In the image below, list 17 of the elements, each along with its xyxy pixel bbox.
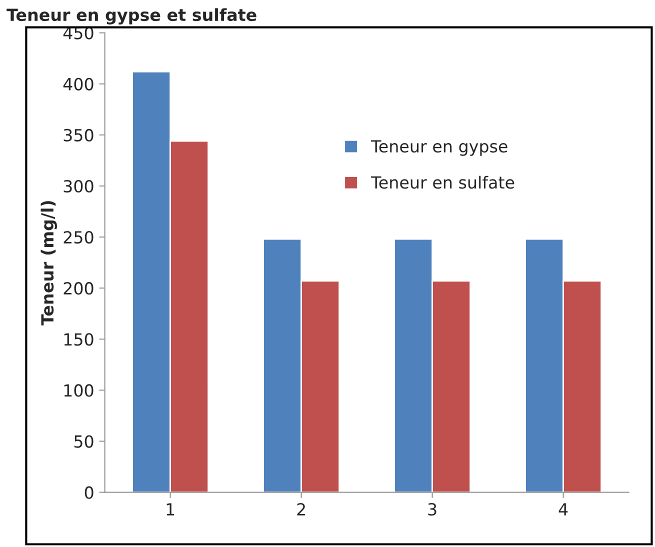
y-tick-label: 250 [64, 230, 94, 244]
y-axis-title: Teneur (mg/l) [40, 201, 58, 326]
y-tick-label: 200 [64, 282, 94, 295]
y-tick-label: 300 [64, 180, 94, 193]
y-tick-label: 0 [84, 486, 94, 499]
legend-label: Teneur en sulfate [370, 176, 514, 189]
x-tick-label: 1 [166, 503, 174, 516]
y-tick-label: 150 [64, 333, 94, 346]
y-tick-label: 350 [64, 128, 94, 142]
y-tick-label: 400 [63, 78, 94, 90]
x-tick-label: 3 [428, 503, 436, 516]
legend-label: Teneur en gypse [370, 140, 508, 156]
y-tick-label: 50 [74, 435, 94, 448]
y-tick-label: 100 [64, 384, 94, 397]
chart-title: Teneur en gypse et sulfate [6, 8, 256, 24]
x-tick-label: 4 [558, 503, 568, 516]
x-tick-label: 2 [297, 503, 305, 516]
